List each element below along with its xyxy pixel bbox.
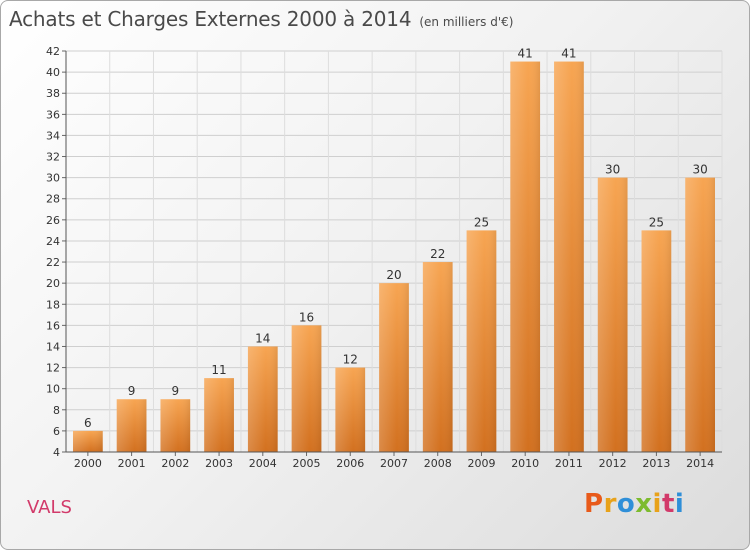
- city-name: VALS: [27, 497, 72, 518]
- logo-letter: i: [674, 489, 685, 519]
- x-tick-label: 2006: [336, 457, 364, 470]
- data-label: 11: [211, 363, 226, 377]
- x-tick-label: 2007: [380, 457, 408, 470]
- logo-letter: r: [603, 489, 617, 519]
- bar-shade: [510, 61, 541, 452]
- data-label: 22: [430, 247, 445, 261]
- y-tick-label: 4: [53, 446, 60, 459]
- bar-shade: [685, 177, 716, 452]
- y-tick-label: 18: [46, 298, 60, 311]
- bar-shade: [379, 283, 409, 452]
- x-tick-label: 2002: [161, 457, 189, 470]
- bar-shade: [247, 346, 278, 452]
- y-tick-label: 30: [46, 172, 60, 185]
- y-tick-label: 10: [46, 383, 60, 396]
- logo-letter: P: [584, 489, 604, 519]
- y-tick-label: 16: [46, 319, 60, 332]
- y-tick-label: 24: [46, 235, 60, 248]
- y-tick-label: 14: [46, 340, 60, 353]
- y-tick-label: 40: [46, 66, 60, 79]
- y-tick-label: 12: [46, 362, 60, 375]
- logo-letter: o: [616, 489, 636, 519]
- bar-shade: [291, 325, 322, 452]
- data-label: 25: [474, 215, 489, 229]
- bar-shade: [422, 262, 453, 452]
- y-tick-label: 26: [46, 214, 60, 227]
- data-label: 30: [692, 163, 707, 177]
- y-tick-label: 6: [53, 425, 60, 438]
- logo-letter: i: [652, 489, 662, 519]
- data-label: 20: [386, 268, 401, 282]
- y-tick-label: 8: [53, 404, 60, 417]
- bar-shade: [72, 430, 103, 452]
- y-tick-label: 36: [46, 108, 60, 121]
- x-tick-label: 2013: [642, 457, 670, 470]
- y-tick-label: 22: [46, 256, 60, 269]
- data-label: 9: [128, 384, 136, 398]
- data-label: 12: [343, 353, 358, 367]
- x-tick-label: 2003: [205, 457, 233, 470]
- x-tick-label: 2008: [424, 457, 452, 470]
- chart-title: Achats et Charges Externes 2000 à 2014: [9, 7, 412, 31]
- bar-shade: [641, 230, 672, 452]
- data-label: 14: [255, 331, 270, 345]
- logo-letter: t: [661, 489, 675, 519]
- bar-shade: [335, 367, 366, 452]
- y-tick-label: 34: [46, 129, 60, 142]
- title-block: Achats et Charges Externes 2000 à 2014 (e…: [9, 7, 513, 31]
- logo-letter: x: [635, 489, 653, 519]
- bar-shade: [204, 378, 234, 452]
- y-tick-label: 28: [46, 193, 60, 206]
- x-tick-label: 2011: [555, 457, 583, 470]
- proxiti-logo: Proxiti: [584, 489, 684, 519]
- x-tick-label: 2014: [686, 457, 714, 470]
- bar-shade: [160, 399, 191, 452]
- y-tick-label: 32: [46, 151, 60, 164]
- data-label: 41: [518, 47, 533, 61]
- x-tick-label: 2004: [249, 457, 277, 470]
- x-tick-label: 2000: [74, 457, 102, 470]
- x-tick-label: 2001: [118, 457, 146, 470]
- x-tick-label: 2005: [293, 457, 321, 470]
- data-label: 9: [172, 384, 180, 398]
- x-tick-label: 2012: [599, 457, 627, 470]
- y-tick-label: 42: [46, 45, 60, 58]
- bar-shade: [466, 230, 497, 452]
- data-label: 25: [649, 215, 664, 229]
- y-tick-label: 38: [46, 87, 60, 100]
- data-label: 41: [561, 47, 576, 61]
- y-tick-label: 20: [46, 277, 60, 290]
- bar-shade: [554, 61, 584, 452]
- data-label: 16: [299, 310, 314, 324]
- bar-shade: [116, 399, 147, 452]
- data-label: 6: [84, 416, 92, 430]
- x-tick-label: 2009: [467, 457, 495, 470]
- bar-shade: [597, 177, 628, 452]
- chart-unit: (en milliers d'€): [419, 15, 514, 29]
- data-label: 30: [605, 163, 620, 177]
- x-tick-label: 2010: [511, 457, 539, 470]
